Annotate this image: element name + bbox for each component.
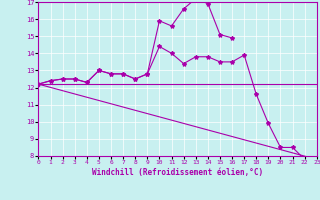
X-axis label: Windchill (Refroidissement éolien,°C): Windchill (Refroidissement éolien,°C) [92,168,263,177]
